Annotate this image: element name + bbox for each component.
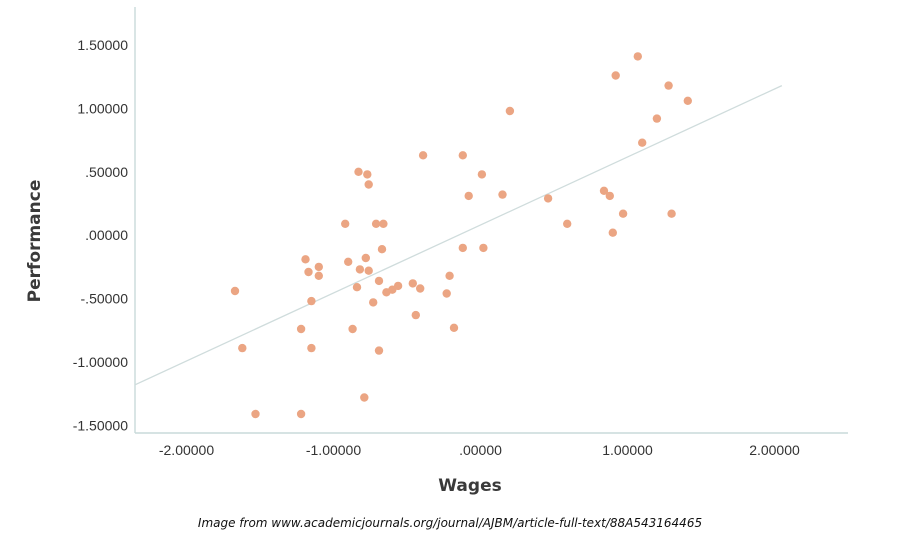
regression-line xyxy=(134,85,783,386)
data-point xyxy=(364,180,373,189)
y-tick-label: .50000 xyxy=(85,164,128,180)
data-point xyxy=(442,289,451,298)
data-point xyxy=(238,343,247,353)
data-point xyxy=(479,243,488,253)
data-point xyxy=(314,271,323,280)
data-point xyxy=(371,219,381,228)
image-source-caption: Image from www.academicjournals.org/jour… xyxy=(198,516,702,530)
data-point xyxy=(304,267,313,277)
data-point xyxy=(251,409,260,419)
data-point xyxy=(449,323,459,332)
x-tick-label: 2.00000 xyxy=(749,442,800,458)
data-point xyxy=(498,190,507,199)
x-axis-title: Wages xyxy=(438,476,501,496)
data-point xyxy=(307,343,316,353)
data-point xyxy=(543,194,553,203)
data-point xyxy=(618,209,628,218)
data-point xyxy=(418,151,428,160)
data-point xyxy=(393,281,403,291)
data-point xyxy=(408,279,417,288)
data-point xyxy=(360,393,369,402)
data-point xyxy=(344,257,353,266)
points-layer xyxy=(230,52,692,419)
x-tick-label: .00000 xyxy=(459,442,502,458)
data-point xyxy=(369,298,378,307)
y-tick-label: -1.00000 xyxy=(73,354,128,370)
x-tick-label: 1.00000 xyxy=(602,442,653,458)
data-point xyxy=(352,283,362,292)
data-point xyxy=(374,276,384,286)
data-point xyxy=(667,209,676,218)
data-point xyxy=(458,243,467,253)
data-point xyxy=(638,138,647,147)
data-point xyxy=(296,409,306,419)
data-point xyxy=(377,245,387,254)
data-point xyxy=(230,286,240,296)
data-point xyxy=(445,271,454,280)
data-point xyxy=(605,191,614,201)
data-point xyxy=(355,265,365,274)
data-point xyxy=(464,191,473,201)
x-tick-labels: -2.00000 -1.00000 .00000 1.00000 2.00000 xyxy=(159,442,800,458)
data-point xyxy=(354,167,363,176)
data-point xyxy=(652,114,662,123)
data-point xyxy=(477,170,487,179)
data-point xyxy=(364,266,373,275)
data-point xyxy=(379,219,388,228)
data-point xyxy=(505,106,515,116)
data-point xyxy=(563,219,572,228)
data-point xyxy=(416,284,425,293)
data-point xyxy=(348,324,357,334)
data-point xyxy=(341,219,350,228)
data-point xyxy=(633,52,642,61)
data-point xyxy=(411,310,420,320)
y-tick-label: -.50000 xyxy=(81,291,129,307)
y-tick-label: .00000 xyxy=(85,227,128,243)
data-point xyxy=(363,170,372,179)
data-point xyxy=(307,296,316,306)
data-point xyxy=(664,81,673,90)
data-point xyxy=(314,262,323,272)
fit-line-layer xyxy=(134,85,783,386)
y-tick-label: 1.50000 xyxy=(77,37,128,53)
data-point xyxy=(608,228,617,237)
data-point xyxy=(458,151,467,160)
x-tick-label: -2.00000 xyxy=(159,442,214,458)
data-point xyxy=(361,253,370,263)
y-axis-title: Performance xyxy=(25,180,45,303)
data-point xyxy=(599,186,609,195)
data-point xyxy=(374,346,384,355)
data-point xyxy=(683,96,692,106)
y-tick-label: 1.00000 xyxy=(77,100,128,116)
data-point xyxy=(301,255,310,264)
y-tick-labels: -1.50000 -1.00000 -.50000 .00000 .50000 1.000… xyxy=(73,37,128,433)
x-tick-label: -1.00000 xyxy=(306,442,361,458)
y-tick-label: -1.50000 xyxy=(73,417,128,433)
data-point xyxy=(296,324,306,334)
data-point xyxy=(611,71,620,80)
